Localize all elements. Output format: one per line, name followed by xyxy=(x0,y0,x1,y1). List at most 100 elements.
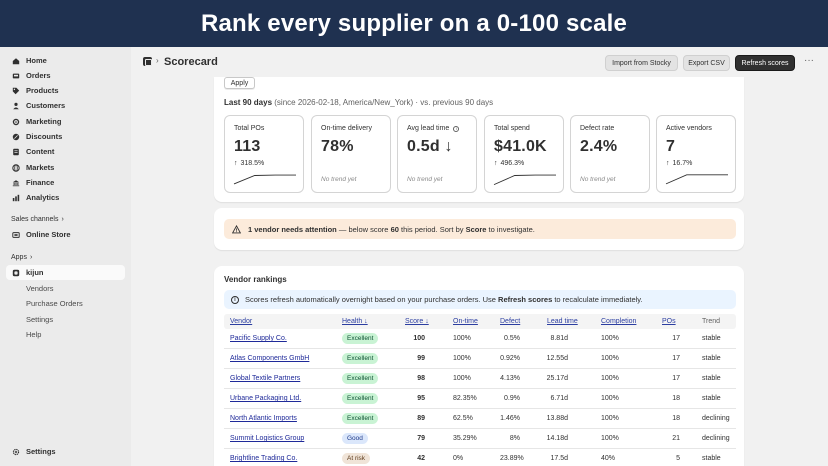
content-icon xyxy=(12,148,20,156)
table-row[interactable]: North Atlantic Imports Excellent 89 62.5% 1.… xyxy=(224,409,736,429)
export-csv-button[interactable]: Export CSV xyxy=(683,55,730,71)
metric-tile: Avg lead time i 0.5d ↓ No trend yet xyxy=(397,115,477,193)
sidebar-item-label: Customers xyxy=(26,101,66,110)
sidebar-item-markets[interactable]: Markets xyxy=(6,160,125,175)
sidebar-item-settings[interactable]: Settings xyxy=(6,444,125,459)
ontime-cell: 35.29% xyxy=(453,435,477,442)
sidebar-sub-purchase-orders[interactable]: Purchase Orders xyxy=(26,298,83,308)
app-icon xyxy=(143,57,152,66)
vendor-link[interactable]: Atlas Components GmbH xyxy=(230,355,310,362)
table-row[interactable]: Pacific Supply Co. Excellent 100 100% 0.5% 8.… xyxy=(224,329,736,349)
sidebar-item-customers[interactable]: Customers xyxy=(6,98,125,113)
vendor-link[interactable]: Brightline Trading Co. xyxy=(230,455,298,462)
apply-button[interactable]: Apply xyxy=(224,77,255,89)
sales-channels-label[interactable]: Sales channels › xyxy=(11,215,64,223)
info-icon[interactable]: i xyxy=(453,125,460,132)
column-header-vendor[interactable]: Vendor xyxy=(230,318,253,325)
vendor-link[interactable]: Urbane Packaging Ltd. xyxy=(230,395,302,402)
metric-delta: ↑ 16.7% xyxy=(666,160,693,167)
health-badge: At risk xyxy=(342,453,371,464)
sidebar-item-kijun[interactable]: kijun xyxy=(6,265,125,280)
import-from-stocky-button[interactable]: Import from Stocky xyxy=(605,55,678,71)
sidebar-item-orders[interactable]: Orders xyxy=(6,68,125,83)
sidebar-item-discounts[interactable]: Discounts xyxy=(6,129,125,144)
sidebar-item-home[interactable]: Home xyxy=(6,53,125,68)
table-row[interactable]: Urbane Packaging Ltd. Excellent 95 82.35% 0.… xyxy=(224,389,736,409)
info-icon: i xyxy=(231,295,239,304)
page-header: › Scorecard Import from Stocky Export CS… xyxy=(131,47,828,77)
ontime-cell: 0% xyxy=(453,455,464,462)
sidebar-sub-settings[interactable]: Settings xyxy=(26,314,54,324)
ontime-cell: 62.5% xyxy=(453,415,473,422)
column-header-ontime[interactable]: On-time xyxy=(453,318,478,325)
column-header-health[interactable]: Health ↓ xyxy=(342,318,368,325)
metric-delta: ↑ 496.3% xyxy=(494,160,525,167)
table-row[interactable]: Global Textile Partners Excellent 98 100% 4.… xyxy=(224,369,736,389)
gear-icon xyxy=(12,448,20,456)
sidebar-item-marketing[interactable]: Marketing xyxy=(6,114,125,129)
column-header-leadtime[interactable]: Lead time xyxy=(547,318,578,325)
score-cell: 100 xyxy=(413,335,425,342)
defect-cell: 0.9% xyxy=(504,395,520,402)
pos-cell: 21 xyxy=(672,435,680,442)
store-icon xyxy=(12,231,20,239)
sidebar: Sales channels › Online Store Apps › kijun… xyxy=(0,47,131,466)
sidebar-item-content[interactable]: Content xyxy=(6,144,125,159)
vendor-link[interactable]: Pacific Supply Co. xyxy=(230,335,287,342)
trend-cell: stable xyxy=(702,455,721,462)
lead-time-cell: 12.55d xyxy=(546,355,568,362)
health-badge: Excellent xyxy=(342,373,379,384)
defect-cell: 8% xyxy=(509,435,520,442)
sidebar-sub-help[interactable]: Help xyxy=(26,329,42,339)
vendor-link[interactable]: North Atlantic Imports xyxy=(230,415,297,422)
table-row[interactable]: Atlas Components GmbH Excellent 99 100% 0.92… xyxy=(224,349,736,369)
completion-cell: 100% xyxy=(601,375,619,382)
promo-banner: Rank every supplier on a 0-100 scale xyxy=(0,0,828,47)
lead-time-cell: 13.88d xyxy=(546,415,568,422)
column-header-pos[interactable]: POs xyxy=(662,318,676,325)
bank-icon xyxy=(12,179,20,187)
rankings-title: Vendor rankings xyxy=(224,275,287,284)
metric-tile: Defect rate 2.4% No trend yet xyxy=(570,115,650,193)
trend-cell: stable xyxy=(702,335,721,342)
column-header-completion[interactable]: Completion xyxy=(601,318,637,325)
sidebar-item-products[interactable]: Products xyxy=(6,83,125,98)
pos-cell: 18 xyxy=(672,395,680,402)
sidebar-item-analytics[interactable]: Analytics xyxy=(6,190,125,205)
sidebar-item-online-store[interactable]: Online Store xyxy=(6,227,125,242)
sidebar-sub-vendors[interactable]: Vendors xyxy=(26,283,54,293)
metric-value: 0.5d ↓ xyxy=(407,138,453,155)
apps-label[interactable]: Apps › xyxy=(11,253,33,261)
completion-cell: 40% xyxy=(601,455,616,462)
sidebar-item-finance[interactable]: Finance xyxy=(6,175,125,190)
score-cell: 99 xyxy=(417,355,425,362)
table-row[interactable]: Brightline Trading Co. At risk 42 0% 23.89% 1… xyxy=(224,449,736,466)
score-cell: 98 xyxy=(417,375,425,382)
inbox-icon xyxy=(12,72,20,80)
metric-label: Total POs xyxy=(234,125,265,132)
chevron-right-icon: › xyxy=(61,215,64,223)
person-icon xyxy=(12,102,20,110)
metric-tile: Active vendors 7 ↑ 16.7% xyxy=(656,115,736,193)
metric-label: Total spend xyxy=(494,125,530,132)
metric-label: On-time delivery xyxy=(321,125,372,132)
lead-time-cell: 25.17d xyxy=(546,375,568,382)
pos-cell: 17 xyxy=(672,375,680,382)
vendor-link[interactable]: Summit Logistics Group xyxy=(230,435,305,442)
pos-cell: 17 xyxy=(672,355,680,362)
banner-title: Rank every supplier on a 0-100 scale xyxy=(200,9,628,37)
refresh-scores-button[interactable]: Refresh scores xyxy=(735,55,795,71)
attention-text: 1 vendor needs attention — below score 6… xyxy=(248,224,535,234)
vendor-link[interactable]: Global Textile Partners xyxy=(230,375,301,382)
table-row[interactable]: Summit Logistics Group Good 79 35.29% 8% 14.1… xyxy=(224,429,736,449)
trend-cell: declining xyxy=(702,435,730,442)
metric-label: Active vendors xyxy=(666,125,712,132)
column-header-trend: Trend xyxy=(702,318,721,325)
defect-cell: 23.89% xyxy=(500,455,524,462)
more-actions-icon[interactable]: ··· xyxy=(804,55,814,66)
column-header-defect[interactable]: Defect xyxy=(500,318,521,325)
home-icon xyxy=(12,57,20,65)
score-cell: 95 xyxy=(417,395,425,402)
defect-cell: 4.13% xyxy=(500,375,520,382)
column-header-score[interactable]: Score ↓ xyxy=(405,318,429,325)
